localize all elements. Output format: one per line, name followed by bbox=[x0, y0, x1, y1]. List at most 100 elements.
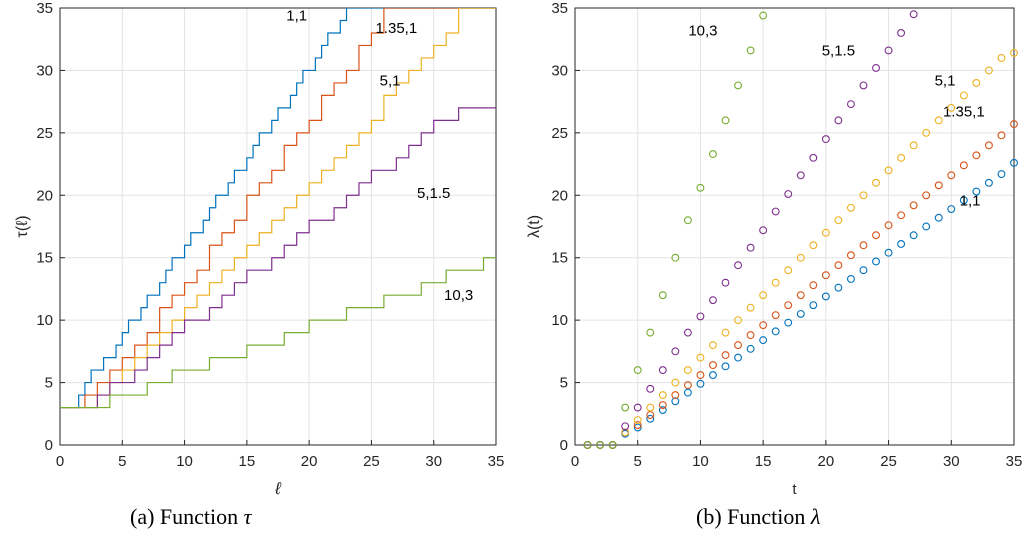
lambda-point bbox=[834, 216, 843, 225]
lambda-point bbox=[784, 301, 793, 310]
tau-x-tick-label: 30 bbox=[425, 453, 442, 470]
tau-series-label-3: 5,1 bbox=[380, 72, 401, 89]
lambda-point bbox=[671, 391, 680, 400]
lambda-point bbox=[633, 403, 642, 412]
lambda-point bbox=[771, 278, 780, 287]
lambda-point bbox=[771, 311, 780, 320]
lambda-point bbox=[746, 344, 755, 353]
lambda-point bbox=[884, 248, 893, 257]
lambda-point bbox=[897, 29, 906, 37]
lambda-point bbox=[621, 422, 630, 431]
lambda-point bbox=[671, 378, 680, 387]
tau-series-label-4: 5,1.5 bbox=[417, 185, 450, 202]
lambda-point bbox=[784, 190, 793, 198]
lambda-point bbox=[959, 161, 968, 170]
caption-a: (a) Function τ bbox=[130, 504, 252, 530]
lambda-point bbox=[721, 328, 730, 337]
lambda-point bbox=[884, 46, 893, 55]
caption-a-prefix: (a) Function bbox=[130, 504, 244, 529]
lambda-point bbox=[872, 231, 880, 240]
lambda-point bbox=[759, 11, 768, 20]
lambda-plot-area bbox=[575, 8, 1014, 445]
lambda-point bbox=[984, 178, 993, 187]
lambda-point bbox=[784, 318, 793, 327]
tau-x-tick-label: 15 bbox=[239, 453, 256, 470]
lambda-point bbox=[1010, 158, 1018, 167]
lambda-point bbox=[683, 366, 692, 375]
lambda-point bbox=[972, 78, 981, 87]
lambda-point bbox=[796, 253, 805, 262]
lambda-point bbox=[809, 241, 818, 250]
lambda-point bbox=[872, 257, 880, 266]
lambda-x-tick-label: 5 bbox=[634, 453, 642, 470]
lambda-point bbox=[709, 361, 717, 370]
lambda-point bbox=[734, 353, 743, 362]
lambda-x-tick-label: 20 bbox=[818, 453, 835, 470]
lambda-axes-box bbox=[574, 7, 1015, 446]
lambda-point bbox=[997, 170, 1006, 179]
lambda-point bbox=[608, 441, 617, 449]
lambda-point bbox=[734, 316, 743, 325]
lambda-point bbox=[633, 421, 642, 429]
lambda-y-tick-label: 15 bbox=[551, 250, 568, 267]
tau-y-tick-label: 15 bbox=[36, 250, 53, 267]
lambda-point bbox=[696, 353, 705, 362]
lambda-point bbox=[859, 191, 868, 200]
lambda-point bbox=[759, 336, 768, 345]
tau-series-line-1 bbox=[60, 8, 496, 409]
lambda-point bbox=[658, 401, 667, 409]
lambda-y-axis-label: λ(t) bbox=[526, 215, 543, 238]
tau-series-line-5 bbox=[60, 257, 496, 409]
tau-y-tick-label: 5 bbox=[45, 375, 53, 392]
lambda-point bbox=[897, 153, 906, 162]
lambda-point bbox=[897, 211, 906, 220]
caption-b-symbol: λ bbox=[810, 504, 821, 529]
lambda-point bbox=[859, 241, 868, 250]
lambda-point bbox=[959, 91, 968, 100]
tau-y-tick-label: 20 bbox=[36, 187, 53, 204]
lambda-point bbox=[796, 291, 805, 300]
lambda-point bbox=[683, 388, 692, 397]
lambda-point bbox=[947, 171, 956, 180]
lambda-point bbox=[633, 366, 642, 375]
lambda-point bbox=[759, 321, 768, 330]
lambda-point bbox=[959, 196, 968, 205]
lambda-point bbox=[621, 428, 630, 437]
tau-y-axis-label: τ(ℓ) bbox=[14, 215, 31, 237]
lambda-point bbox=[658, 406, 667, 414]
lambda-point bbox=[784, 266, 793, 275]
lambda-point bbox=[658, 366, 667, 375]
caption-b: (b) Function λ bbox=[696, 504, 820, 530]
lambda-point bbox=[646, 328, 655, 337]
lambda-point bbox=[909, 201, 918, 210]
caption-a-symbol: τ bbox=[243, 504, 252, 529]
lambda-point bbox=[696, 312, 705, 321]
lambda-point bbox=[683, 381, 692, 390]
lambda-point bbox=[821, 292, 830, 301]
lambda-point bbox=[621, 403, 630, 412]
lambda-point bbox=[646, 411, 655, 419]
tau-series-label-5: 10,3 bbox=[444, 287, 473, 304]
lambda-series-label-2: 1.35,1 bbox=[943, 104, 985, 121]
lambda-y-tick-label: 5 bbox=[560, 375, 568, 392]
lambda-point bbox=[658, 291, 667, 300]
lambda-point bbox=[759, 226, 768, 235]
lambda-point bbox=[746, 303, 755, 312]
lambda-point bbox=[884, 221, 893, 230]
tau-series-label-2: 1.35,1 bbox=[375, 20, 417, 37]
tau-axes-box bbox=[59, 7, 497, 446]
tau-y-tick-label: 35 bbox=[36, 0, 53, 17]
lambda-series-label-3: 5,1 bbox=[935, 72, 956, 89]
lambda-point bbox=[796, 171, 805, 180]
lambda-point bbox=[934, 181, 943, 190]
lambda-point bbox=[947, 103, 956, 112]
lambda-point bbox=[746, 243, 755, 252]
lambda-point bbox=[809, 153, 818, 162]
lambda-point bbox=[759, 291, 768, 300]
tau-plot-area bbox=[60, 8, 496, 445]
lambda-point bbox=[796, 309, 805, 318]
lambda-x-tick-label: 10 bbox=[692, 453, 709, 470]
lambda-point bbox=[859, 81, 868, 90]
lambda-x-tick-label: 25 bbox=[880, 453, 897, 470]
lambda-point bbox=[696, 371, 705, 380]
